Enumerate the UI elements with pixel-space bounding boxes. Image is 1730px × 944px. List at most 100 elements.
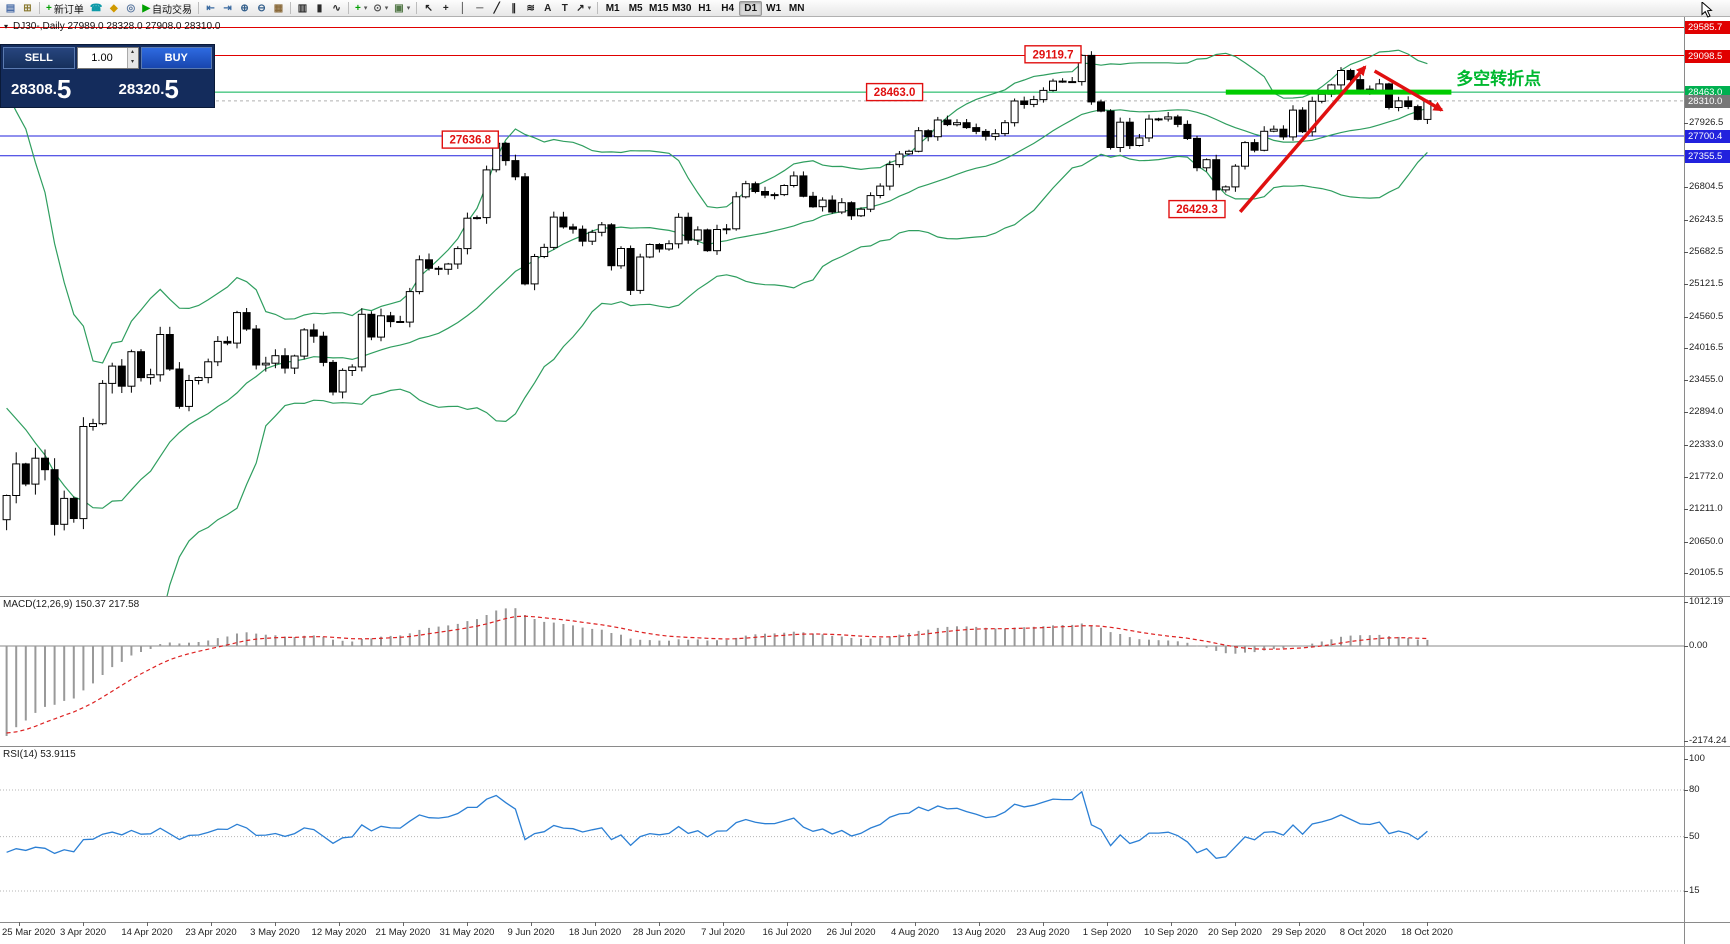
toolbar-separator [416,2,418,14]
timeframe-mn-button-label: MN [788,2,805,14]
horizontal-line-icon[interactable]: ─ [471,1,488,16]
trend-arrow[interactable] [1373,69,1444,112]
rsi-indicator-label: RSI(14) 53.9115 [3,749,76,760]
timeframe-m1-button[interactable]: M1 [601,1,624,16]
lot-decrease-button[interactable]: ▾ [127,58,138,68]
timeframe-d1-button[interactable]: D1 [739,0,763,16]
autotrading-button-label: 自动交易 [152,4,193,16]
panel-divider-main-macd[interactable] [0,596,1730,597]
main-chart-panel[interactable] [0,27,1684,731]
sell-price: 28308. 5 [11,74,72,104]
one-click-toggle-icon[interactable]: ▾ [4,22,9,31]
timeframe-d1-button-label: D1 [744,2,758,14]
price-label-text: 27636.8 [450,135,492,147]
timeframe-m15-button[interactable]: M15 [647,1,670,16]
price-label-text: 28463.0 [874,87,916,99]
timeframe-mn-button[interactable]: MN [785,1,808,16]
templates-icon-glyph: ▣ [394,2,404,14]
crosshair-icon-glyph: + [442,2,449,14]
rsi-panel[interactable] [0,789,1684,892]
price-label-text: 29119.7 [1033,49,1074,61]
toolbar-separator [39,2,40,14]
line-chart-icon[interactable]: ∿ [328,1,345,16]
macd-panel[interactable] [0,608,1684,736]
profiles-icon[interactable]: ⊞ [19,1,36,16]
lot-spinner: ▴ ▾ [126,48,138,68]
templates-icon[interactable]: ▣ ▾ [391,1,413,16]
price-label-box[interactable] [865,82,924,102]
new-order-button[interactable]: + 新订单 [43,1,87,16]
lot-increase-button[interactable]: ▴ [127,48,138,58]
sell-button[interactable]: SELL [3,47,75,69]
chart-shift-icon[interactable]: ⇥ [219,1,236,16]
chart-info-line: ▾ DJ30-,Daily 27989.0 28328.0 27908.0 28… [4,21,220,32]
chart-scroll-icon[interactable]: ⇤ [202,1,219,16]
toolbar: ▤ ⊞ + 新订单 ☎ ◆ ◎ ▶ 自动交易 ⇤ ⇥ ⊕ ⊖ ▦ ▥ ▮ ∿ + ▾ ⊙ ▾ ▣ ▾ ↖ + │ ─ ╱ ∥ ≋ A T ↗ ▾ M… [0,0,1730,17]
mouse-cursor-icon [1701,0,1715,24]
line-chart-icon-glyph: ∿ [332,2,341,14]
text-icon[interactable]: A [539,1,556,16]
lot-size-value[interactable]: 1.00 [91,52,113,64]
bar-chart-icon[interactable]: ▥ [294,1,311,16]
channel-icon[interactable]: ∥ [505,1,522,16]
autotrading-button[interactable]: ▶ 自动交易 [139,1,195,16]
cursor-icon[interactable]: ↖ [420,1,437,16]
pivot-annotation-text[interactable]: 多空转折点 [1456,68,1541,88]
zoom-in-icon[interactable]: ⊕ [236,1,253,16]
zoom-out-icon[interactable]: ⊖ [253,1,270,16]
indicators-icon[interactable]: + ▾ [352,1,370,16]
trendline-icon[interactable]: ╱ [488,1,505,16]
timeframe-w1-button[interactable]: W1 [762,1,785,16]
fibonacci-icon[interactable]: ≋ [522,1,539,16]
horizontal-line-icon-glyph: ─ [476,2,484,14]
chart-scroll-icon-glyph: ⇤ [206,2,215,14]
headset-icon[interactable]: ☎ [87,1,105,16]
vertical-line-icon-glyph: │ [459,2,466,14]
dropdown-arrow-icon[interactable]: ▾ [384,5,389,12]
price-label-box[interactable] [1168,199,1226,219]
vertical-line-icon[interactable]: │ [454,1,471,16]
text-icon-glyph: A [544,2,552,14]
dropdown-arrow-icon[interactable]: ▾ [363,5,368,12]
dropdown-arrow-icon[interactable]: ▾ [587,5,592,12]
symbol-ohlc-text: DJ30-,Daily 27989.0 28328.0 27908.0 2831… [13,21,221,32]
dropdown-arrow-icon[interactable]: ▾ [406,5,411,12]
alerts-icon[interactable]: ◆ [105,1,122,16]
timeframe-h1-button[interactable]: H1 [693,1,716,16]
trendline-icon-glyph: ╱ [493,2,500,14]
panel-divider-macd-rsi[interactable] [0,746,1730,747]
candlestick-series [2,51,1432,536]
tile-windows-icon[interactable]: ▦ [270,1,287,16]
candlestick-chart-icon[interactable]: ▮ [311,1,328,16]
timeframe-m5-button[interactable]: M5 [624,1,647,16]
crosshair-icon[interactable]: + [437,1,454,16]
new-chart-icon-glyph: ▤ [5,2,16,14]
arrows-icon-glyph: ↗ [576,2,585,14]
timeframe-w1-button-label: W1 [766,2,782,14]
community-icon[interactable]: ◎ [122,1,139,16]
label-icon-glyph: T [561,2,568,14]
timeframe-m30-button[interactable]: M30 [670,1,693,16]
channel-icon-glyph: ∥ [511,2,517,14]
new-order-glyph: + [46,2,52,14]
price-label-text: 26429.3 [1176,204,1218,216]
trend-arrow[interactable] [1238,65,1367,214]
price-label-box[interactable] [441,130,499,149]
tile-windows-icon-glyph: ▦ [273,2,284,14]
periods-icon[interactable]: ⊙ ▾ [370,1,391,16]
fibonacci-icon-glyph: ≋ [526,2,535,14]
toolbar-separator [290,2,292,14]
arrows-icon[interactable]: ↗ ▾ [573,1,594,16]
zoom-out-icon-glyph: ⊖ [257,2,266,14]
indicators-icon-glyph: + [355,2,361,14]
price-label-box[interactable] [1024,45,1082,64]
timeframe-h4-button[interactable]: H4 [716,1,739,16]
new-chart-icon[interactable]: ▤ [2,1,19,16]
lot-size-field[interactable]: 1.00 ▴ ▾ [76,47,139,69]
timeframe-m5-button-label: M5 [628,2,643,14]
label-icon[interactable]: T [556,1,573,16]
buy-button[interactable]: BUY [140,47,212,69]
toolbar-separator [198,2,200,14]
